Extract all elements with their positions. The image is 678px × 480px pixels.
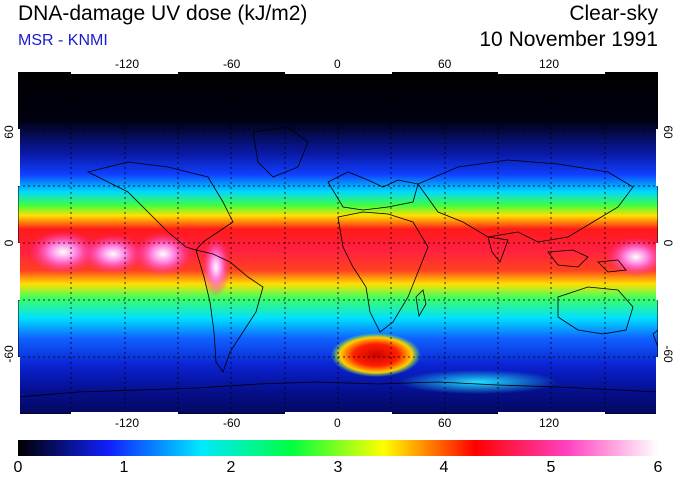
coastlines xyxy=(18,126,658,398)
colorbar-label: 4 xyxy=(439,459,449,476)
lon-tick-bottom: 0 xyxy=(334,416,341,430)
lon-tick-bottom: 60 xyxy=(438,416,452,430)
colorbar-label: 3 xyxy=(333,459,343,476)
hotspot-east-pacific xyxy=(28,230,98,274)
colorbar-label: 5 xyxy=(546,459,556,476)
lon-tick-top: -60 xyxy=(223,57,241,71)
hotspot-west-pacific xyxy=(133,232,193,276)
lat-tick-right: 0 xyxy=(661,239,675,247)
lon-tick-top: 120 xyxy=(539,57,560,71)
map-title: DNA-damage UV dose (kJ/m2) xyxy=(18,2,308,25)
lon-tick-top: 60 xyxy=(438,57,452,71)
colorbar xyxy=(18,440,658,456)
lat-tick-left: 60 xyxy=(2,125,16,139)
data-source: MSR - KNMI xyxy=(18,32,108,49)
graticule xyxy=(18,72,658,414)
hotspot-andes xyxy=(202,237,230,297)
lat-tick-right: 60 xyxy=(661,125,675,139)
lon-tick-bottom: 120 xyxy=(539,416,560,430)
sky-condition: Clear-sky xyxy=(569,2,658,25)
lon-tick-bottom: -120 xyxy=(115,416,140,430)
hotspot-indonesia xyxy=(606,237,658,277)
lat-tick-right: -60 xyxy=(661,345,675,363)
map-border xyxy=(18,72,658,414)
colorbar-label: 1 xyxy=(119,459,129,476)
colorbar-label: 6 xyxy=(653,459,663,476)
colorbar-label: 0 xyxy=(13,459,23,476)
map-date: 10 November 1991 xyxy=(479,28,658,51)
hotspot-central-pacific xyxy=(81,234,145,274)
lat-tick-left: -60 xyxy=(2,345,16,363)
lon-tick-top: 0 xyxy=(334,57,341,71)
lon-tick-bottom: -60 xyxy=(223,416,241,430)
hotspot-antarctic-ozone xyxy=(331,333,421,377)
cyan-band-antarctic xyxy=(398,370,558,394)
lat-tick-left: 0 xyxy=(2,239,16,247)
lon-tick-top: -120 xyxy=(115,57,140,71)
uv-dose-map xyxy=(18,72,658,414)
colorbar-label: 2 xyxy=(226,459,236,476)
